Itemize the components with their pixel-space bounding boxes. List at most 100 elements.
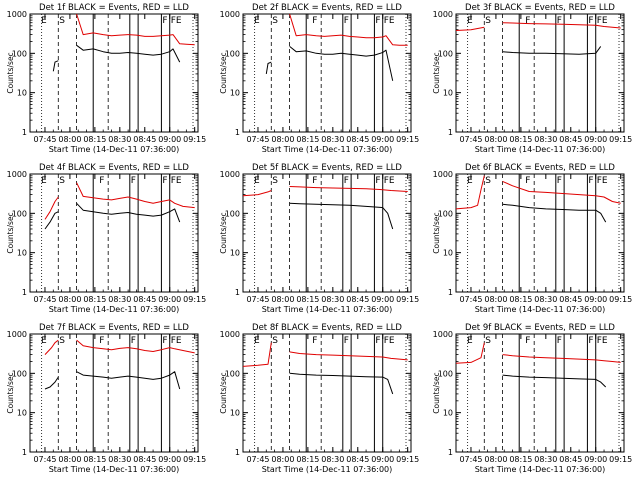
series-line-events <box>289 372 394 395</box>
x-tick-label: 08:00 <box>271 135 294 144</box>
y-tick-label: 100 <box>225 369 240 378</box>
series-line-lld <box>455 342 621 364</box>
y-axis-label: Counts/sec <box>6 372 15 413</box>
flag-label: F <box>557 336 562 346</box>
x-tick-label: 09:00 <box>371 455 394 464</box>
x-tick-label: 09:00 <box>158 455 181 464</box>
y-axis-label: Counts/sec <box>432 372 441 413</box>
panel-title: Det 1f BLACK = Events, RED = LLD <box>39 3 189 13</box>
x-tick-label: 09:00 <box>371 295 394 304</box>
y-tick-label: 1000 <box>220 330 240 339</box>
y-tick-label: 100 <box>225 49 240 58</box>
y-tick-label: 10 <box>230 409 240 418</box>
y-tick-label: 1000 <box>220 10 240 19</box>
x-tick-label: 08:45 <box>559 135 582 144</box>
detector-panel: Det 3f BLACK = Events, RED = LLD E S F F F FE 1… <box>432 3 632 154</box>
x-axis-label: Start Time (14-Dec-11 07:36:00) <box>262 305 393 314</box>
flag-label: F <box>131 176 136 186</box>
detector-panel: Det 9f BLACK = Events, RED = LLD E S F F F FE 1… <box>432 323 632 474</box>
flag-label: E <box>467 336 473 346</box>
flag-label: F <box>344 336 349 346</box>
plot-frame <box>242 13 412 133</box>
x-tick-label: 09:00 <box>371 135 394 144</box>
x-tick-label: 08:15 <box>296 295 319 304</box>
x-tick-label: 08:45 <box>346 295 369 304</box>
x-tick-label: 08:15 <box>509 295 532 304</box>
flag-label: FE <box>597 336 608 346</box>
series-line-lld <box>289 13 408 46</box>
x-tick-label: 08:00 <box>271 455 294 464</box>
y-tick-label: 1 <box>448 288 453 297</box>
y-tick-label: 1000 <box>7 330 27 339</box>
x-tick-label: 08:00 <box>58 455 81 464</box>
x-tick-label: 08:45 <box>559 295 582 304</box>
detector-panel: Det 8f BLACK = Events, RED = LLD E S F F F FE 1… <box>219 323 419 474</box>
flag-label: F <box>525 176 530 186</box>
series-line-lld <box>455 175 621 210</box>
y-tick-label: 100 <box>438 209 453 218</box>
x-tick-label: 08:45 <box>133 135 156 144</box>
flag-label: E <box>254 16 260 26</box>
x-tick-label: 08:30 <box>321 455 344 464</box>
x-tick-label: 09:15 <box>609 135 632 144</box>
detector-panel: Det 2f BLACK = Events, RED = LLD E S F F F FE 1… <box>219 3 419 154</box>
detector-panel: Det 1f BLACK = Events, RED = LLD E S F FE 1 10… <box>6 3 206 154</box>
x-tick-label: 07:45 <box>246 295 269 304</box>
flag-label: F <box>525 16 530 26</box>
y-tick-label: 100 <box>225 209 240 218</box>
x-tick-label: 09:00 <box>158 295 181 304</box>
detector-panel: Det 4f BLACK = Events, RED = LLD E S F F F FE 1… <box>6 163 206 314</box>
plot-frame <box>455 173 625 293</box>
panel-title: Det 9f BLACK = Events, RED = LLD <box>465 323 615 333</box>
plot-frame <box>242 333 412 453</box>
x-tick-label: 09:15 <box>183 455 206 464</box>
series-line-lld <box>44 339 195 355</box>
panel-title: Det 3f BLACK = Events, RED = LLD <box>465 3 615 13</box>
x-tick-label: 09:00 <box>584 135 607 144</box>
x-tick-label: 08:30 <box>108 455 131 464</box>
flag-label: F <box>375 336 380 346</box>
flag-label: F <box>99 336 104 346</box>
flag-label: F <box>312 336 317 346</box>
detector-panel: Det 7f BLACK = Events, RED = LLD E S F F F FE 1… <box>6 323 206 474</box>
y-axis-label: Counts/sec <box>6 52 15 93</box>
detector-panel: Det 6f BLACK = Events, RED = LLD E S F F F FE 1… <box>432 163 632 314</box>
panel-title: Det 7f BLACK = Events, RED = LLD <box>39 323 189 333</box>
y-tick-label: 1000 <box>433 330 453 339</box>
x-tick-label: 07:45 <box>246 455 269 464</box>
x-tick-label: 07:45 <box>33 295 56 304</box>
flag-label: E <box>254 176 260 186</box>
flag-label: E <box>41 176 47 186</box>
flag-label: F <box>557 16 562 26</box>
flag-label: E <box>41 336 47 346</box>
x-tick-label: 08:00 <box>484 135 507 144</box>
flag-label: F <box>344 176 349 186</box>
flag-label: FE <box>597 176 608 186</box>
flag-label: F <box>588 336 593 346</box>
y-tick-label: 100 <box>12 49 27 58</box>
y-tick-label: 1000 <box>433 170 453 179</box>
x-tick-label: 08:45 <box>133 455 156 464</box>
flag-label: F <box>557 176 562 186</box>
y-tick-label: 100 <box>12 369 27 378</box>
y-tick-label: 1 <box>22 288 27 297</box>
flag-label: FE <box>384 176 395 186</box>
y-tick-label: 1 <box>22 448 27 457</box>
x-tick-label: 09:15 <box>183 135 206 144</box>
x-tick-label: 08:30 <box>534 295 557 304</box>
x-axis-label: Start Time (14-Dec-11 07:36:00) <box>475 305 606 314</box>
y-tick-label: 1000 <box>7 10 27 19</box>
flag-label: F <box>588 176 593 186</box>
flag-label: S <box>272 336 278 346</box>
plot-frame <box>29 13 199 133</box>
x-axis-label: Start Time (14-Dec-11 07:36:00) <box>49 145 180 154</box>
series-line-events <box>265 46 394 81</box>
x-tick-label: 09:00 <box>584 295 607 304</box>
series-line-lld <box>76 13 195 46</box>
x-tick-label: 08:45 <box>133 295 156 304</box>
x-tick-label: 08:00 <box>271 295 294 304</box>
y-tick-label: 10 <box>443 409 453 418</box>
flag-label: FE <box>171 16 182 26</box>
plot-frame <box>29 173 199 293</box>
